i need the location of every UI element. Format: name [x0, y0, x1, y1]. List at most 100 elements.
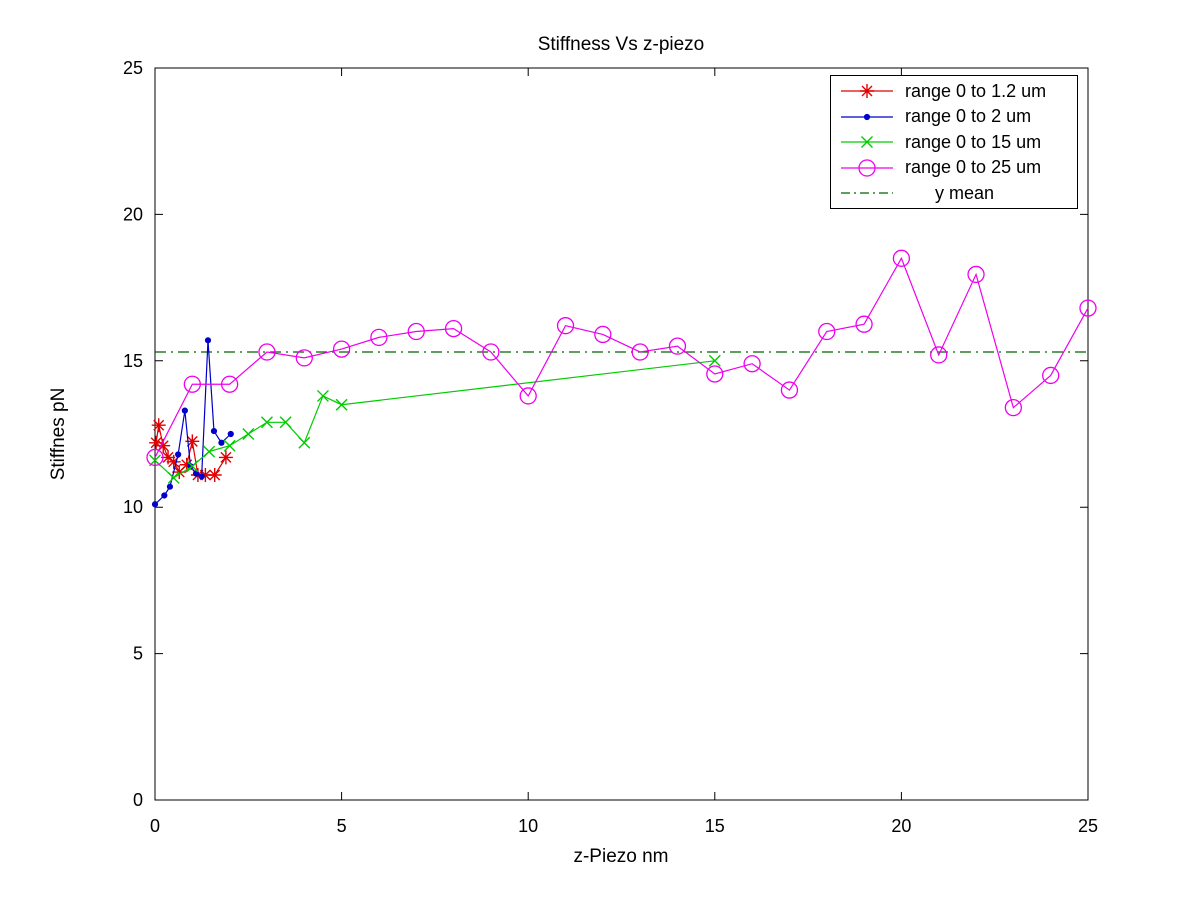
legend-marker-dashdot-line [841, 192, 893, 194]
legend-marker-asterisk [841, 84, 893, 98]
plot-area: 0 5 10 15 20 25 0 5 10 15 20 25 [123, 58, 1098, 836]
data-point-marker [863, 113, 871, 120]
x-axis-label: z-Piezo nm [573, 846, 668, 867]
data-point-marker [1004, 398, 1023, 417]
y-tick-label: 20 [123, 204, 143, 224]
data-point-marker [198, 473, 205, 480]
data-point-marker [156, 438, 171, 453]
data-point-marker [167, 471, 180, 484]
data-point-marker [668, 337, 687, 355]
data-point-marker [482, 343, 500, 361]
data-point-marker [151, 418, 166, 433]
data-point-marker [166, 483, 174, 490]
data-point-marker [179, 457, 194, 472]
legend-label: range 0 to 2 um [905, 106, 1032, 126]
legend-item-range-0-to-1.2-um: range 0 to 1.2 um [831, 79, 1077, 104]
legend-item-y-mean: y mean [831, 181, 1077, 206]
data-point-marker [1042, 366, 1060, 385]
data-point-marker [1079, 299, 1097, 317]
data-point-marker [149, 435, 164, 450]
data-point-marker [519, 387, 537, 405]
data-point-marker [258, 343, 276, 361]
data-point-marker [332, 340, 351, 358]
series-range-0-to-2-um [151, 337, 234, 508]
legend: range 0 to 1.2 um range 0 to 2 um range 0 … [830, 75, 1078, 209]
data-point-marker [295, 349, 313, 367]
legend-label: y mean [935, 182, 995, 203]
data-point-marker [218, 450, 233, 465]
data-point-marker [335, 398, 348, 411]
legend-item-range-0-to-2-um: range 0 to 2 um [831, 104, 1077, 129]
data-point-marker [260, 416, 273, 429]
data-point-marker [218, 439, 225, 446]
data-point-marker [223, 439, 236, 452]
data-point-marker [316, 389, 329, 402]
chart-title: Stiffness Vs z-piezo [538, 34, 705, 55]
x-tick-label: 25 [1078, 816, 1098, 836]
data-point-marker [198, 467, 213, 482]
data-point-marker [967, 265, 985, 284]
series-range-0-to-15-um [149, 354, 721, 484]
legend-marker-dot [841, 113, 893, 120]
data-point-marker [930, 346, 948, 364]
data-point-marker [227, 430, 234, 438]
data-point-marker [242, 428, 255, 440]
data-point-marker [708, 354, 721, 367]
data-point-marker [181, 407, 188, 414]
data-point-marker [556, 317, 575, 335]
data-point-marker [858, 158, 876, 177]
plot-border [154, 67, 1089, 801]
data-point-marker [203, 445, 216, 458]
data-point-marker [861, 136, 873, 148]
data-point-marker [631, 343, 649, 361]
x-tick-label: 0 [150, 816, 160, 836]
legend-item-range-0-to-15-um: range 0 to 15 um [831, 130, 1077, 155]
data-point-marker [444, 319, 463, 338]
data-point-marker [185, 434, 200, 449]
data-point-marker [594, 325, 612, 344]
data-point-marker [166, 454, 181, 469]
data-point-marker [892, 249, 911, 267]
data-point-marker [855, 315, 873, 333]
data-point-marker [780, 381, 799, 399]
legend-marker-x [841, 136, 893, 148]
data-point-marker [161, 492, 168, 499]
x-tick-label: 5 [337, 816, 347, 836]
data-point-marker [207, 467, 222, 482]
series-line [154, 256, 1089, 458]
data-point-marker [407, 322, 425, 341]
data-point-marker [860, 84, 874, 98]
data-point-marker [298, 436, 311, 449]
y-tick-label: 25 [123, 58, 143, 78]
data-point-marker [192, 470, 200, 477]
data-point-marker [161, 450, 176, 465]
y-tick-label: 10 [123, 497, 143, 517]
y-tick-label: 5 [133, 644, 143, 664]
data-point-marker [146, 448, 164, 467]
legend-label: range 0 to 1.2 um [905, 80, 1047, 101]
series-range-0-to-1.2-um [149, 418, 233, 482]
x-tick-label: 10 [518, 816, 538, 836]
data-point-marker [220, 375, 239, 393]
data-point-marker [706, 365, 724, 383]
x-tick-label: 15 [705, 816, 725, 836]
series-range-0-to-25-um [146, 249, 1097, 467]
data-point-marker [818, 322, 836, 341]
data-point-marker [183, 375, 201, 393]
x-tick-label: 20 [891, 816, 911, 836]
data-point-marker [175, 451, 182, 458]
data-point-marker [743, 355, 761, 373]
y-tick-label: 15 [123, 351, 143, 371]
data-point-marker [186, 460, 199, 473]
y-tick-label: 0 [133, 790, 143, 810]
data-point-marker [279, 416, 292, 429]
legend-marker-circle [841, 158, 893, 177]
series-line [154, 360, 715, 479]
y-axis-label: Stiffnes pN [48, 388, 69, 481]
legend-item-range-0-to-25-um: range 0 to 25 um [831, 155, 1077, 180]
data-point-marker [204, 337, 212, 344]
legend-label: range 0 to 25 um [905, 157, 1042, 177]
legend-label: range 0 to 15 um [905, 131, 1042, 152]
